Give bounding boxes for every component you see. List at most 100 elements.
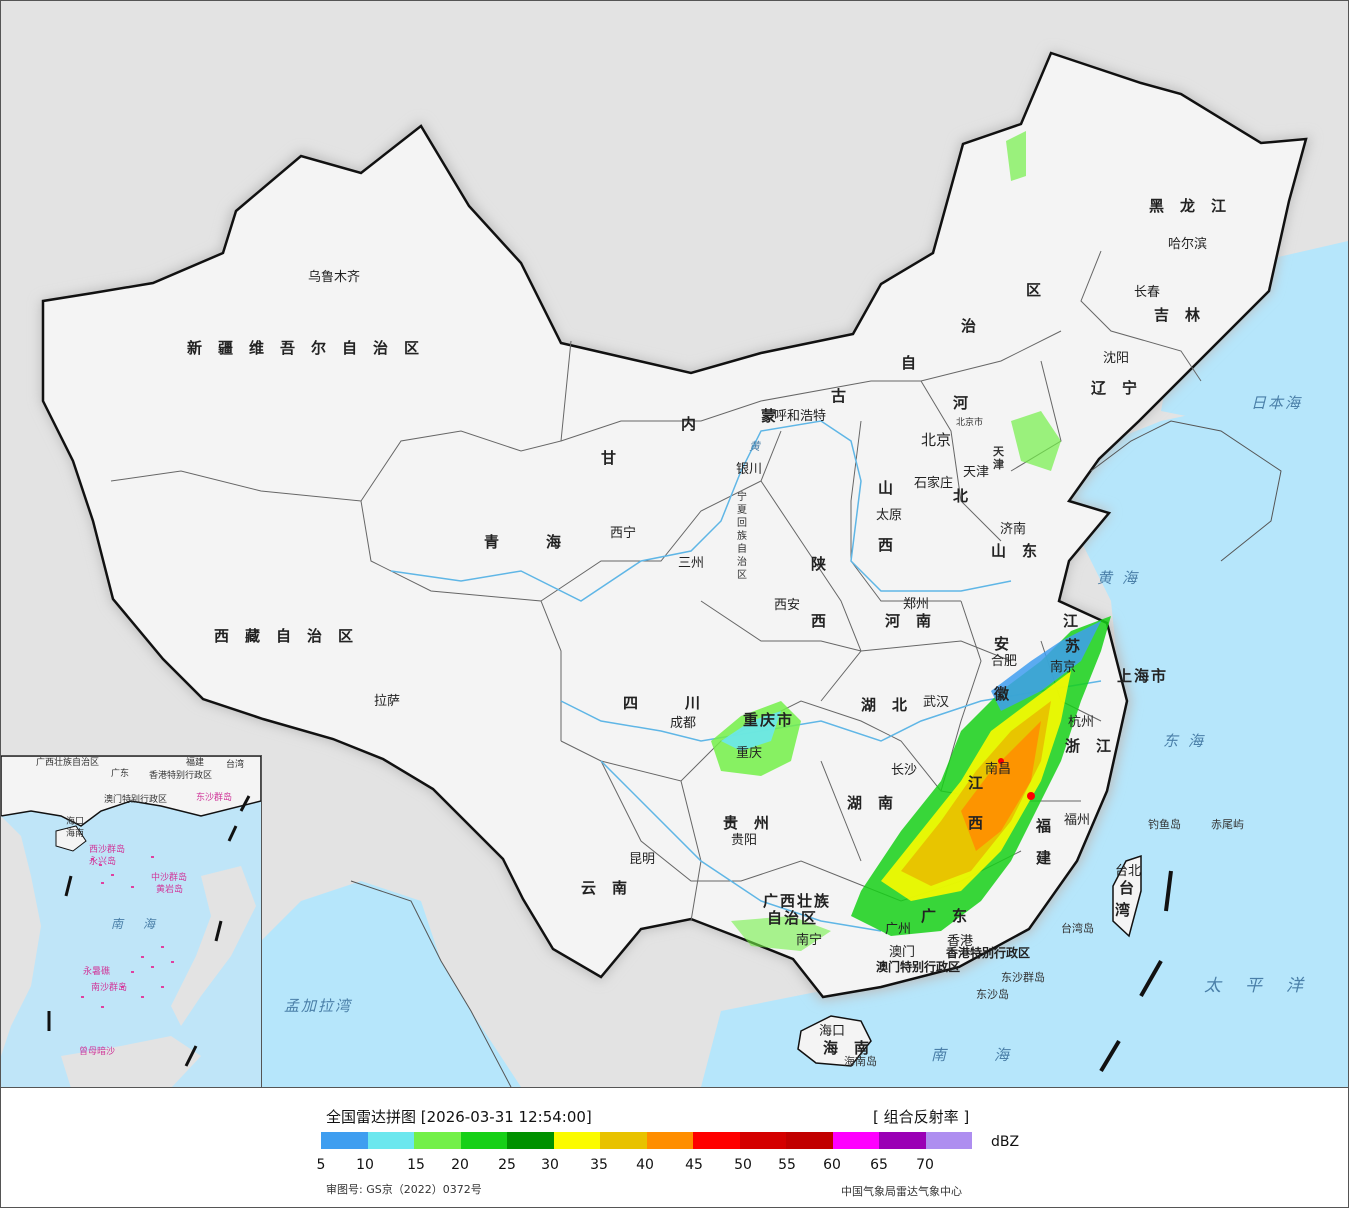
city-label-guangzhou: 广州 (885, 922, 912, 937)
scale-tick-35: 35 (590, 1157, 608, 1173)
city-label-yinchuan: 银川 (736, 462, 763, 477)
province-label-shandong: 山东 (991, 542, 1054, 560)
city-label-chengdu: 成都 (670, 716, 697, 731)
city-label-hangzhou: 杭州 (1068, 715, 1095, 730)
city-label-beijing: 北京 (921, 431, 952, 449)
inset-label-nanhai: 南 海 (111, 917, 160, 931)
city-label-shijiazhuang: 石家庄 (914, 476, 954, 491)
province-label-jiangxi: 江 (968, 774, 1000, 792)
inset-label-guangxi: 广西壮族自治区 (36, 758, 100, 768)
province-label-shanxi-2: 西 (878, 536, 910, 554)
radar-echoes (711, 131, 1111, 951)
sea-east (701, 381, 1348, 1087)
scale-tick-65: 65 (870, 1157, 888, 1173)
island-label-dongsha: 东沙群岛 (1001, 971, 1045, 984)
province-label-neimenggu-4: 自 (901, 354, 933, 372)
radar-map[interactable]: 新疆维吾尔自治区 西藏自治区 青 海 甘 内 蒙 古 自 治 区 黑龙江 吉林 … (1, 1, 1348, 1088)
scale-swatch-7 (646, 1132, 693, 1149)
city-label-tianjin: 天津 (963, 465, 990, 480)
province-label-hunan: 湖南 (847, 794, 910, 812)
city-label-nanjing: 南京 (1050, 660, 1077, 675)
inset-label-zengmu: 曾母暗沙 (79, 1047, 116, 1057)
province-label-ningxia: 宁夏回族自治区 (737, 492, 747, 581)
inset-label-guangdong: 广东 (111, 769, 130, 779)
sea-label-donghai: 东海 (1163, 732, 1214, 750)
inset-label-hk: 香港特别行政区 (149, 771, 213, 781)
city-label-taiyuan: 太原 (876, 508, 903, 523)
city-label-fuzhou: 福州 (1064, 813, 1091, 828)
scale-tick-30: 30 (541, 1157, 559, 1173)
scale-swatch-9 (739, 1132, 786, 1149)
province-label-taiwan: 台 (1119, 879, 1151, 897)
scale-swatch-1 (367, 1132, 414, 1149)
province-label-shanxi: 山 (878, 479, 910, 497)
south-china-sea-inset: 广西壮族自治区 广东 福建 台湾 香港特别行政区 澳门特别行政区 东沙群岛 海口… (1, 755, 262, 1087)
province-label-fujian: 福 (1036, 817, 1068, 835)
inset-label-haikou: 海口 (66, 817, 85, 827)
scale-swatch-0 (321, 1132, 368, 1149)
province-label-shaanxi: 陕 (811, 555, 843, 573)
province-label-guangxi: 广西壮族 (763, 892, 832, 910)
city-label-hongkong: 香港 (947, 934, 974, 949)
scale-tick-25: 25 (498, 1157, 516, 1173)
sea-japan (1161, 241, 1348, 421)
city-label-xining: 西宁 (610, 526, 637, 541)
province-label-neimenggu-3: 古 (831, 387, 863, 405)
unit-label: dBZ (991, 1134, 1020, 1150)
province-label-neimenggu-5: 治 (961, 317, 993, 335)
dash-line (1099, 870, 1173, 1073)
province-label-chongqing: 重庆市 (743, 711, 795, 729)
city-label-harbin: 哈尔滨 (1168, 237, 1208, 252)
province-label-hubei: 湖北 (861, 696, 924, 714)
sea-label-nanhai: 南海 (931, 1046, 1058, 1064)
hainan-island (797, 1015, 872, 1067)
province-label-neimenggu: 内 (681, 415, 713, 433)
sea-label-taipingyang: 太平洋 (1204, 976, 1327, 996)
province-label-sichuan: 四 川 (623, 694, 717, 712)
city-label-chongqing: 重庆 (736, 746, 763, 761)
scale-swatch-5 (553, 1132, 600, 1149)
map-approval-number: 审图号: GS京（2022）0372号 (326, 1183, 482, 1196)
city-label-urumqi: 乌鲁木齐 (308, 270, 361, 285)
province-label-jiangxi-2: 西 (968, 814, 1000, 832)
island-label-chiwei: 赤尾屿 (1211, 818, 1244, 831)
city-label-changsha: 长沙 (891, 763, 918, 778)
city-label-jinan: 济南 (1000, 522, 1027, 537)
scale-tick-15: 15 (407, 1157, 425, 1173)
province-label-anhui-2: 徽 (994, 685, 1026, 703)
inset-label-taiwan: 台湾 (226, 760, 245, 770)
inset-label-zhongsha: 中沙群岛 (151, 873, 188, 883)
province-label-shaanxi-2: 西 (811, 612, 843, 630)
sea-label-huanghai: 黄海 (1097, 569, 1148, 587)
province-label-neimenggu-6: 区 (1026, 281, 1058, 299)
taiwan-island (1112, 854, 1142, 938)
scale-tick-60: 60 (823, 1157, 841, 1173)
scale-tick-5: 5 (316, 1157, 326, 1173)
city-label-kunming: 昆明 (629, 852, 656, 867)
province-label-shanghai: 上海市 (1117, 667, 1169, 685)
inset-label-yongxing: 永兴岛 (89, 857, 117, 867)
inset-label-dongsha: 东沙群岛 (196, 793, 233, 803)
province-label-hebei: 河 (953, 394, 985, 412)
province-label-gansu: 甘 (601, 449, 633, 467)
scale-tick-70: 70 (916, 1157, 934, 1173)
province-label-xinjiang: 新疆维吾尔自治区 (187, 339, 436, 357)
province-label-tianjin: 天津 (993, 445, 1004, 471)
scale-tick-10: 10 (356, 1157, 374, 1173)
inset-label-hainan: 海南 (66, 829, 85, 839)
sea-bengal (231, 881, 521, 1087)
province-label-jilin: 吉林 (1154, 306, 1217, 324)
scale-tick-45: 45 (685, 1157, 703, 1173)
province-label-hebei-2: 北 (953, 487, 985, 505)
province-label-jiangsu-2: 苏 (1065, 637, 1097, 655)
sea-label-ribenhai: 日本海 (1251, 394, 1303, 412)
island-label-taiwandao: 台湾岛 (1061, 922, 1094, 935)
province-label-jiangsu: 江 (1063, 612, 1095, 630)
province-label-taiwan-2: 湾 (1115, 901, 1147, 919)
city-label-guiyang: 贵阳 (731, 833, 758, 848)
city-label-nanchang: 南昌 (985, 762, 1012, 777)
city-label-taibei: 台北 (1115, 864, 1142, 879)
inset-label-nansha: 南沙群岛 (91, 983, 128, 993)
city-label-changchun: 长春 (1134, 285, 1161, 300)
